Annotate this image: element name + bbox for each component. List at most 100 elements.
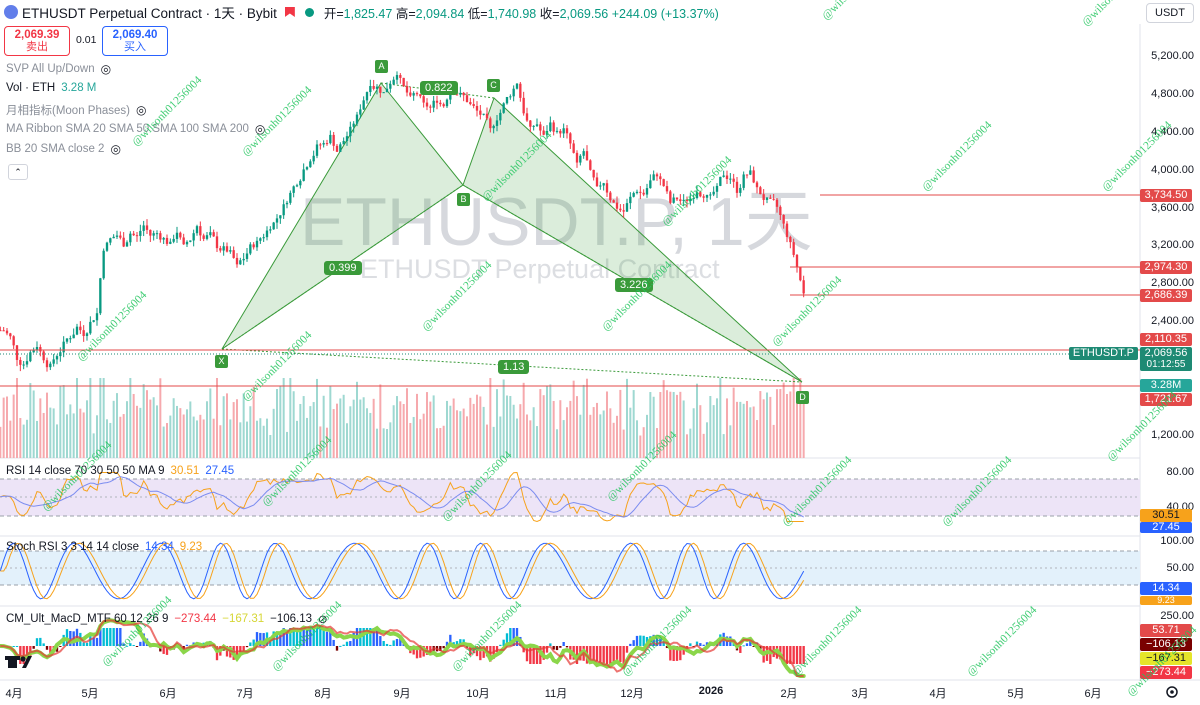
indicator-macd[interactable]: CM_Ult_MacD_MTF 60 12 26 9 −273.44 −167.31… — [6, 612, 328, 626]
volume-bar — [216, 378, 218, 458]
pattern-point-d: D — [796, 391, 809, 404]
price-tick: 3,600.00 — [1151, 202, 1194, 214]
indicator-rsi[interactable]: RSI 14 close 70 30 50 50 MA 9 30.51 27.45 — [6, 465, 234, 477]
macd-bar — [99, 628, 102, 646]
macd-bar — [679, 646, 682, 661]
settings-gear-icon — [1166, 686, 1178, 698]
volume-bar — [356, 381, 358, 458]
sell-button[interactable]: 2,069.39 卖出 — [4, 26, 70, 56]
volume-bar — [119, 416, 122, 458]
macd-bar — [375, 629, 379, 646]
macd-bar — [122, 643, 125, 646]
candle-body — [292, 186, 295, 193]
macd-bar — [509, 628, 512, 646]
candle-body — [369, 86, 372, 93]
price-tick: 3,200.00 — [1151, 239, 1194, 251]
candle-body — [12, 336, 15, 346]
volume-bar — [159, 378, 162, 458]
candle-body — [585, 151, 589, 161]
macd-bar — [665, 646, 669, 649]
volume-bar — [19, 418, 22, 458]
candle-body — [632, 193, 635, 197]
candle-body — [502, 103, 505, 113]
candle-body — [419, 94, 422, 97]
candle-body — [42, 351, 45, 361]
macd-bar — [455, 641, 459, 646]
candle-body — [265, 230, 269, 238]
indicator-stoch[interactable]: Stoch RSI 3 3 14 14 close 14.34 9.23 — [6, 541, 202, 553]
macd-bar — [742, 645, 745, 647]
candle-body — [79, 326, 82, 331]
candle-body — [129, 233, 132, 243]
macd-bar — [672, 646, 675, 662]
candle-body — [99, 278, 102, 314]
macd-bar — [102, 628, 105, 646]
volume-bar — [636, 420, 638, 458]
hidden-icon[interactable]: ⊘ — [318, 614, 328, 626]
candle-body — [39, 347, 42, 352]
eye-hidden-icon[interactable]: ◎ — [110, 142, 121, 156]
candle-body — [329, 134, 332, 144]
volume-bar — [326, 427, 328, 458]
eye-hidden-icon[interactable]: ◎ — [254, 122, 266, 136]
candle-body — [162, 237, 165, 240]
volume-bar — [309, 406, 312, 458]
volume-bar — [552, 400, 555, 458]
volume-bar — [506, 395, 508, 458]
change-value: +244.09 (+13.37%) — [611, 6, 719, 21]
indicator-moon[interactable]: 月相指标(Moon Phases) ◎ — [6, 102, 146, 118]
buy-button[interactable]: 2,069.40 买入 — [102, 26, 168, 56]
macd-histogram — [0, 618, 806, 678]
candle-body — [2, 330, 5, 332]
candle-body — [545, 131, 549, 135]
eye-hidden-icon[interactable]: ◎ — [135, 103, 147, 117]
volume-bar — [586, 378, 588, 458]
candle-body — [212, 232, 215, 237]
volume-bar — [106, 419, 108, 458]
price-tick: 2,800.00 — [1151, 277, 1194, 289]
volume-bar — [566, 407, 568, 458]
candle-body — [15, 345, 19, 360]
macd-bar — [655, 636, 659, 646]
volume-bar — [172, 398, 175, 458]
volume-bar — [526, 414, 528, 458]
volume-bar — [342, 394, 345, 458]
indicator-ribbon[interactable]: MA Ribbon SMA 20 SMA 50 SMA 100 SMA 200 ◎ — [6, 122, 265, 136]
volume-bar — [662, 380, 665, 458]
flag-icon[interactable] — [284, 7, 295, 17]
symbol-title[interactable]: ETHUSDT Perpetual Contract · 1天 · Bybit — [22, 6, 277, 21]
volume-bar — [742, 403, 745, 458]
macd-bar — [55, 646, 59, 652]
macd-bar — [382, 640, 385, 646]
candle-body — [692, 197, 695, 199]
candle-body — [539, 124, 542, 131]
macd-bar — [662, 640, 665, 646]
indicator-svp[interactable]: SVP All Up/Down ◎ — [6, 62, 111, 76]
candle-body — [299, 180, 302, 186]
volume-bar — [729, 425, 732, 458]
volume-bar — [72, 413, 75, 458]
collapse-legend-chevron-icon[interactable]: ⌃ — [8, 164, 28, 180]
volume-bar — [222, 396, 225, 458]
candle-body — [152, 233, 155, 236]
indicator-volume[interactable]: Vol · ETH 3.28 M — [6, 82, 96, 94]
price-tick: 4,000.00 — [1151, 164, 1194, 176]
currency-selector[interactable]: USDT — [1146, 3, 1194, 23]
candle-body — [312, 155, 315, 162]
line-tag: 2,974.30 — [1140, 261, 1192, 274]
macd-bar — [529, 646, 532, 664]
macd-bar — [799, 646, 802, 664]
volume-bar — [739, 401, 742, 458]
volume-bar — [42, 412, 45, 458]
macd-label: CM_Ult_MacD_MTF 60 12 26 9 — [6, 613, 169, 625]
candle-body — [325, 143, 329, 145]
macd-bar — [629, 643, 632, 646]
candle-body — [525, 113, 529, 121]
eye-hidden-icon[interactable]: ◎ — [100, 62, 112, 76]
candle-body — [379, 86, 382, 93]
rsi-ma-value: 27.45 — [205, 465, 235, 477]
indicator-bb[interactable]: BB 20 SMA close 2 ◎ — [6, 142, 121, 156]
candle-body — [582, 151, 585, 156]
macd-bar — [749, 640, 752, 646]
